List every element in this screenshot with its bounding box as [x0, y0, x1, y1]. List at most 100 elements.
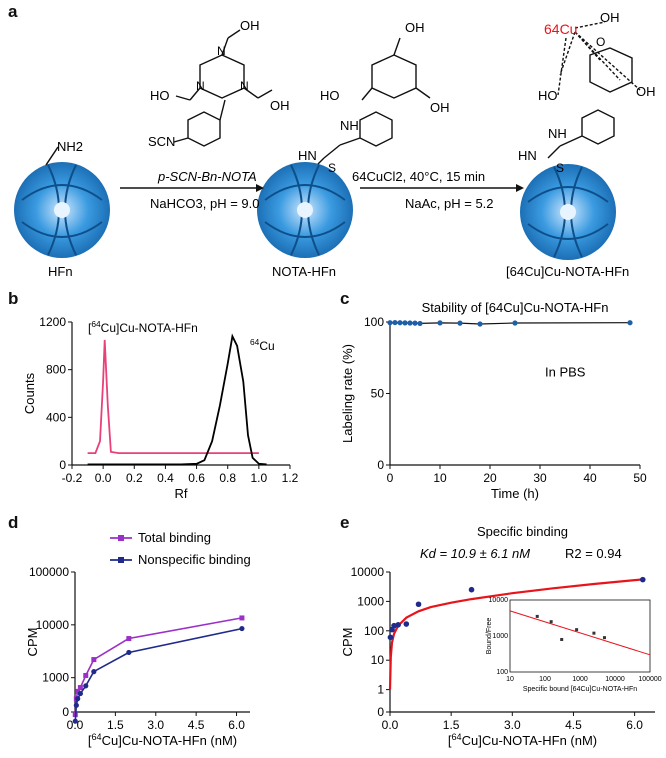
chart-e-y-tick-label: 100 [364, 624, 384, 638]
chart-c-y-tick-label: 0 [377, 458, 384, 472]
chart-d-y-tick-label: 10000 [36, 618, 70, 632]
chart-c: 0 10 20 30 40 50 0 50 100 Time (h) Labeling rate (… [340, 300, 647, 501]
chart-d-x-tick-label: 1.5 [107, 718, 124, 732]
inset-x-tick-label: 100000 [638, 676, 661, 683]
inset-y-tick-label: 10000 [489, 597, 509, 604]
chart-d-point [75, 696, 81, 702]
inset-fit-line [509, 610, 651, 656]
chart-c-point [417, 320, 423, 327]
chart-e-title: Specific binding [477, 524, 568, 539]
cu-hn: HN [518, 148, 537, 163]
chart-b-annotation-product: [64Cu]Cu-NOTA-HFn [88, 319, 198, 335]
chart-d-x-tick-label: 3.0 [147, 718, 164, 732]
chart-c-title: Stability of [64Cu]Cu-NOTA-HFn [422, 300, 609, 315]
chart-d-point [239, 625, 245, 632]
cu-metal-label: 64Cu [544, 21, 577, 37]
chart-d-y-tick-label: 100000 [29, 565, 69, 579]
chart-e-x-axis-label-rich: [64Cu]Cu-NOTA-HFn (nM) [448, 732, 597, 748]
chart-c-point [407, 320, 413, 326]
chart-b-x-tick-label: 0.6 [188, 471, 205, 485]
chart-d-point [83, 683, 89, 689]
nota-oh-2: OH [430, 100, 450, 115]
chart-d-series-line-1 [74, 627, 243, 722]
chart-b-x-tick-label: 0.2 [126, 471, 143, 485]
chart-e-y-tick-label: 1 [377, 683, 384, 697]
chart-d-legend-marker-1 [118, 557, 124, 563]
reagent-oh-1: OH [240, 18, 260, 33]
chart-e-point [387, 634, 394, 641]
chart-e: 0.0 1.5 3.0 4.5 6.00110100100010000CPM[64Cu]… [340, 524, 662, 748]
inset-point [549, 620, 553, 624]
chart-e-point [639, 576, 646, 583]
chart-b-annotation-cu: 64Cu [250, 337, 275, 353]
inset-point [592, 631, 596, 635]
chart-d-y-axis-label: CPM [25, 628, 40, 657]
chart-b-series-line-1 [87, 333, 267, 466]
nota-hfn-label: NOTA-HFn [272, 264, 336, 279]
chart-c-point [512, 320, 518, 326]
inset-x-tick-label: 10000 [605, 676, 625, 683]
chart-c-point [477, 321, 483, 327]
chart-d-y-tick-label: 1000 [42, 671, 69, 685]
chart-c-y-tick-label: 100 [364, 315, 384, 329]
chart-d-x-tick-label: 0.0 [67, 718, 84, 732]
condition-1-label: NaHCO3, pH = 9.0 [150, 196, 259, 211]
chart-c-point [627, 320, 633, 326]
chart-b-x-tick-label: 0.0 [95, 471, 112, 485]
reagent-1-label: p-SCN-Bn-NOTA [157, 169, 257, 184]
chart-e-y-tick-label: 10 [371, 653, 385, 667]
chart-d-point [126, 636, 132, 642]
chart-d-point [83, 672, 89, 678]
nota-s: S [328, 161, 336, 175]
reagent-n-1: N [217, 44, 226, 58]
chart-e-r2: R2 = 0.94 [565, 546, 622, 561]
chart-c-x-axis-label: Time (h) [491, 486, 539, 501]
chart-d-point [75, 688, 81, 694]
cu-oh-1: OH [600, 10, 620, 25]
nota-ho: HO [320, 88, 340, 103]
chart-b-x-axis-label: Rf [175, 486, 188, 501]
chart-d-legend-label-1: Nonspecific binding [138, 552, 251, 567]
panel-label-a: a [8, 2, 18, 21]
chart-b: -0.2 0.0 0.2 0.4 0.6 0.8 1.0 1.2 0 400 800 1200 Rf Co… [22, 315, 299, 501]
chart-d-y-tick-label: 0 [62, 705, 69, 719]
amine-label: NH2 [57, 139, 83, 154]
chart-d-legend-label-0: Total binding [138, 530, 211, 545]
chart-d-point [77, 690, 83, 697]
inset-point [560, 637, 564, 641]
hfn-cage-2 [257, 162, 353, 258]
chart-c-y-tick-label: 50 [371, 387, 385, 401]
chart-d-series-line-0 [74, 617, 243, 715]
chart-c-point [402, 320, 408, 326]
reagent-n-3: N [196, 79, 205, 93]
chart-d-x-tick-label: 4.5 [188, 718, 205, 732]
chart-b-x-tick-label: 0.8 [219, 471, 236, 485]
chart-d-point [126, 649, 132, 656]
chart-e-fit-line [388, 578, 643, 690]
nota-nh: NH [340, 118, 359, 133]
chart-e-x-tick-label: 6.0 [626, 718, 643, 732]
chart-b-x-tick-label: 0.4 [157, 471, 174, 485]
chart-b-series-line-0 [87, 339, 259, 454]
chart-d-point [73, 702, 79, 708]
inset-x-axis-label: Specific bound [64Cu]Cu-NOTA-HFn [523, 686, 637, 693]
chart-d-point [72, 718, 78, 724]
chart-b-x-tick-label: -0.2 [62, 471, 83, 485]
inset-x-tick-label: 100 [539, 676, 551, 683]
chart-e-y-tick-label: 1000 [357, 594, 384, 608]
chart-e-point [403, 621, 410, 627]
chart-c-x-tick-label: 30 [533, 471, 547, 485]
panel-label-b: b [8, 289, 19, 308]
chart-c-point [387, 320, 393, 326]
chart-b-y-tick-label: 800 [46, 363, 66, 377]
scheme-panel: NH2 OH OH HO SCN N N N p-SCN-Bn-NOTA NaH… [14, 10, 656, 279]
chart-d-x-tick-label: 6.0 [228, 718, 245, 732]
chart-c-point [412, 320, 418, 326]
chart-d: 0.0 1.5 3.0 4.5 6.0 0 1000 10000 100000 CPM [64Cu]… [25, 530, 251, 748]
chart-c-x-tick-label: 10 [433, 471, 447, 485]
inset-point [602, 636, 606, 640]
inset-point [575, 628, 579, 632]
panel-label-d: d [8, 513, 19, 532]
cu-oh-2: OH [636, 84, 656, 99]
chart-e-x-tick-label: 0.0 [382, 718, 399, 732]
